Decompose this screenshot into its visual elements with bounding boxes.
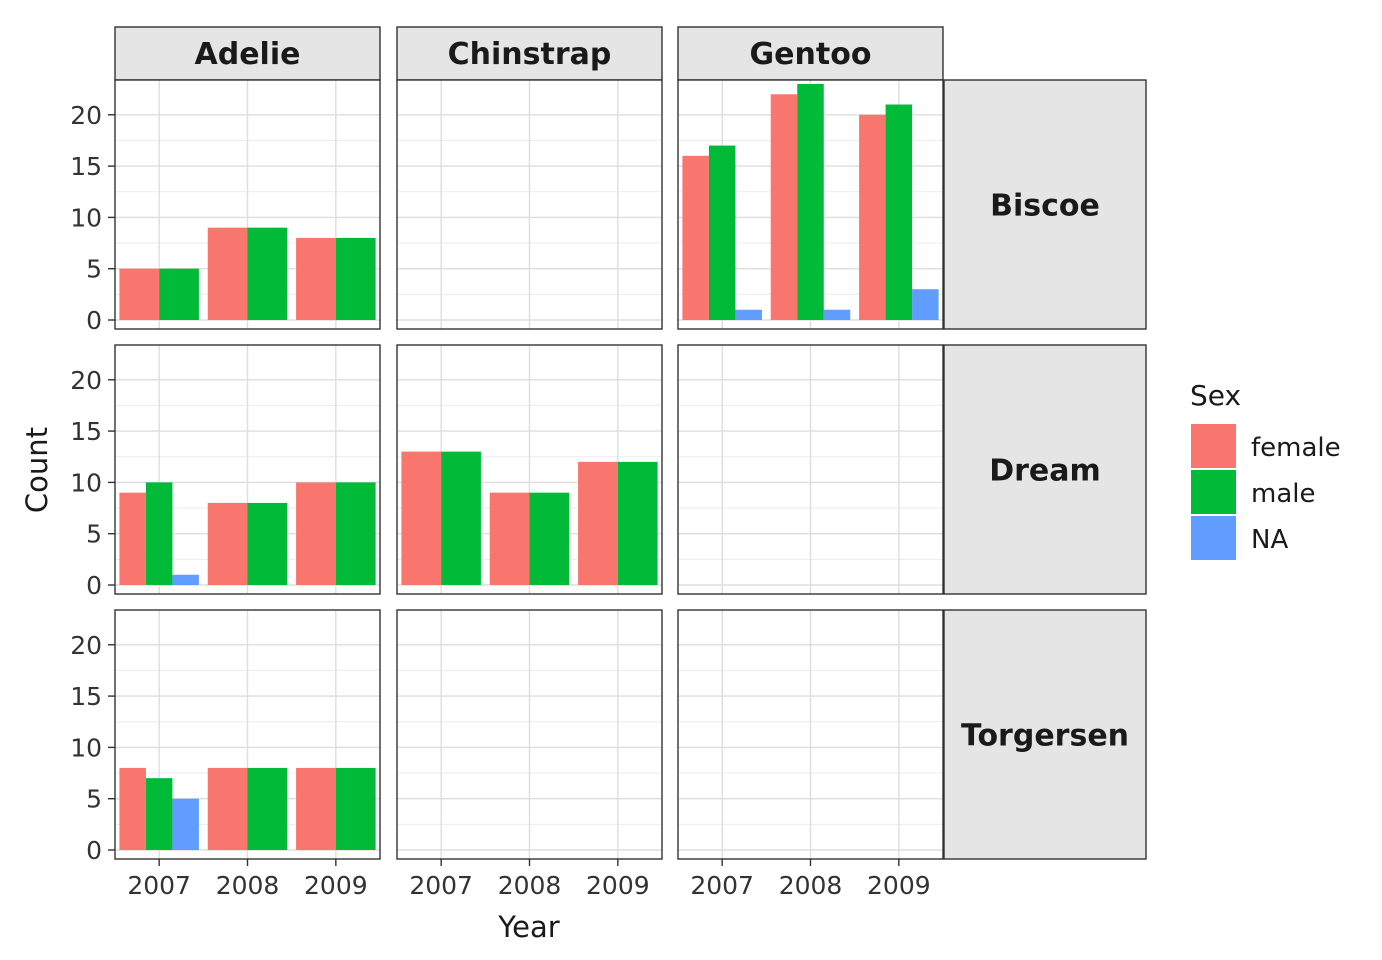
- bar-biscoe-gentoo-na-2008: [823, 309, 851, 320]
- legend-title: Sex: [1190, 379, 1241, 412]
- y-tick-label: 15: [70, 152, 102, 181]
- y-tick-label: 10: [70, 733, 102, 762]
- bar-biscoe-gentoo-female-2007: [682, 155, 709, 320]
- bar-dream-adelie-male-2007: [145, 482, 173, 585]
- bar-dream-adelie-male-2009: [335, 482, 376, 585]
- x-tick-label: 2008: [216, 871, 280, 900]
- x-axis-title: Year: [497, 910, 559, 944]
- bar-torgersen-adelie-female-2008: [207, 767, 248, 850]
- y-tick-label: 15: [70, 682, 102, 711]
- x-tick-label: 2007: [690, 871, 754, 900]
- facet-strip-biscoe: [943, 79, 1147, 330]
- facet-strip-torgersen: [943, 609, 1147, 860]
- bar-biscoe-adelie-female-2008: [207, 227, 248, 320]
- x-tick-label: 2007: [409, 871, 473, 900]
- bar-torgersen-adelie-female-2007: [119, 767, 146, 850]
- bar-torgersen-adelie-male-2007: [145, 778, 173, 850]
- bar-biscoe-gentoo-female-2008: [770, 94, 798, 321]
- y-tick-label: 0: [86, 836, 102, 865]
- bar-dream-chinstrap-female-2007: [401, 451, 442, 585]
- y-tick-label: 20: [70, 101, 102, 130]
- x-tick-label: 2008: [779, 871, 843, 900]
- panel-border-biscoe-adelie: [114, 79, 381, 330]
- bar-dream-chinstrap-female-2008: [489, 492, 530, 585]
- bar-dream-adelie-male-2008: [247, 502, 288, 585]
- bar-dream-chinstrap-male-2008: [529, 492, 570, 585]
- bar-biscoe-gentoo-male-2008: [797, 84, 824, 320]
- y-tick-label: 5: [86, 520, 102, 549]
- bar-biscoe-gentoo-na-2009: [912, 289, 939, 320]
- bar-biscoe-gentoo-na-2007: [735, 309, 762, 320]
- panel-border-dream-gentoo: [677, 344, 944, 595]
- bar-dream-chinstrap-female-2009: [578, 461, 618, 585]
- y-axis-title: Count: [20, 427, 54, 513]
- legend-label-na: NA: [1251, 525, 1288, 555]
- bar-dream-adelie-na-2007: [172, 574, 199, 585]
- y-tick-label: 5: [86, 785, 102, 814]
- bar-biscoe-adelie-male-2008: [247, 227, 288, 320]
- x-tick-label: 2009: [867, 871, 931, 900]
- bar-torgersen-adelie-male-2009: [335, 767, 376, 850]
- bar-torgersen-adelie-na-2007: [172, 798, 199, 850]
- bar-biscoe-adelie-male-2009: [335, 237, 376, 320]
- y-tick-label: 10: [70, 203, 102, 232]
- legend-key-female: [1191, 424, 1236, 468]
- facet-strip-label-adelie: Adelie: [195, 37, 301, 72]
- bar-dream-chinstrap-male-2007: [441, 451, 481, 585]
- facet-strip-label-chinstrap: Chinstrap: [448, 37, 612, 72]
- y-tick-label: 5: [86, 255, 102, 284]
- bar-torgersen-adelie-male-2008: [247, 767, 288, 850]
- y-tick-label: 10: [70, 468, 102, 497]
- bar-biscoe-adelie-female-2009: [296, 237, 336, 320]
- bar-torgersen-adelie-female-2009: [296, 767, 336, 850]
- bar-biscoe-gentoo-male-2007: [708, 145, 736, 320]
- x-tick-label: 2007: [127, 871, 191, 900]
- y-tick-label: 15: [70, 417, 102, 446]
- facet-strip-gentoo: [677, 26, 944, 81]
- bar-biscoe-gentoo-male-2009: [885, 104, 913, 321]
- legend-label-female: female: [1251, 433, 1341, 463]
- panel-border-biscoe-chinstrap: [396, 79, 663, 330]
- panel-border-biscoe-gentoo: [677, 79, 944, 330]
- facet-strip-label-dream: Dream: [989, 454, 1101, 489]
- facet-strip-label-biscoe: Biscoe: [990, 189, 1100, 224]
- facet-strip-dream: [943, 344, 1147, 595]
- legend-key-male: [1191, 470, 1236, 514]
- panel-border-dream-adelie: [114, 344, 381, 595]
- bar-dream-adelie-female-2007: [119, 492, 146, 585]
- y-tick-label: 20: [70, 631, 102, 660]
- facet-strip-adelie: [114, 26, 381, 81]
- bar-dream-adelie-female-2008: [207, 502, 248, 585]
- facet-strip-chinstrap: [396, 26, 663, 81]
- y-tick-label: 0: [86, 571, 102, 600]
- facet-strip-label-torgersen: Torgersen: [961, 719, 1129, 754]
- legend-key-na: [1191, 516, 1236, 560]
- bar-dream-adelie-female-2009: [296, 482, 336, 585]
- y-tick-label: 20: [70, 366, 102, 395]
- bar-dream-chinstrap-male-2009: [617, 461, 658, 585]
- panel-border-dream-chinstrap: [396, 344, 663, 595]
- x-tick-label: 2009: [586, 871, 650, 900]
- facet-strip-label-gentoo: Gentoo: [750, 37, 872, 72]
- legend-label-male: male: [1251, 479, 1315, 509]
- y-tick-label: 0: [86, 306, 102, 335]
- x-tick-label: 2008: [498, 871, 562, 900]
- bar-biscoe-adelie-male-2007: [159, 268, 199, 320]
- bar-biscoe-gentoo-female-2009: [859, 114, 886, 320]
- x-tick-label: 2009: [304, 871, 368, 900]
- bar-biscoe-adelie-female-2007: [119, 268, 160, 320]
